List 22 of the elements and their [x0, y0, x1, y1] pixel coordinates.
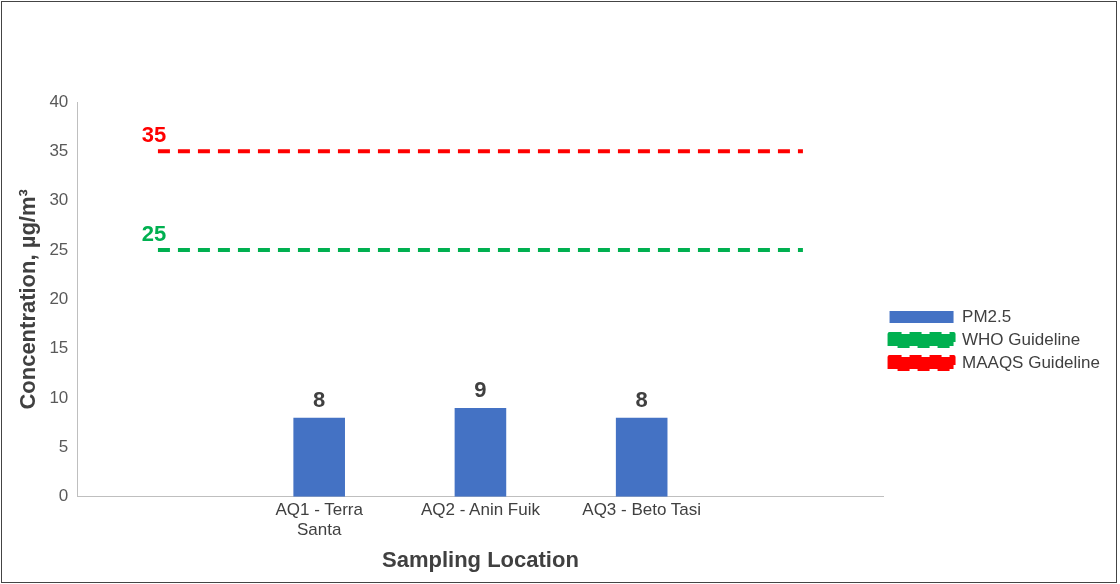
- y-tick-label: 30: [49, 190, 69, 210]
- legend-label: WHO Guideline: [962, 329, 1081, 349]
- data-label: 8: [635, 386, 648, 412]
- x-tick-label: AQ2 - Anin Fuik: [420, 499, 541, 519]
- legend-label: MAAQS Guideline: [962, 352, 1100, 372]
- y-tick-label: 20: [49, 289, 69, 309]
- x-axis-title: Sampling Location: [382, 546, 579, 572]
- y-tick-label: 5: [58, 437, 69, 457]
- y-tick-label: 40: [49, 91, 69, 111]
- x-tick-label: AQ1 - Terra Santa: [275, 499, 364, 540]
- y-tick-label: 25: [49, 239, 69, 259]
- data-label: 35: [141, 122, 167, 148]
- y-axis-title: Concentration, µg/m³: [15, 189, 41, 410]
- data-label: 9: [474, 377, 487, 403]
- x-tick-label: AQ3 - Beto Tasi: [582, 499, 702, 519]
- y-tick-label: 15: [49, 338, 69, 358]
- data-label: 25: [141, 221, 167, 247]
- legend-label: PM2.5: [962, 306, 1012, 326]
- y-tick-label: 0: [58, 486, 69, 506]
- y-tick-label: 35: [49, 141, 69, 161]
- y-tick-label: 10: [49, 387, 69, 407]
- data-label: 8: [313, 386, 326, 412]
